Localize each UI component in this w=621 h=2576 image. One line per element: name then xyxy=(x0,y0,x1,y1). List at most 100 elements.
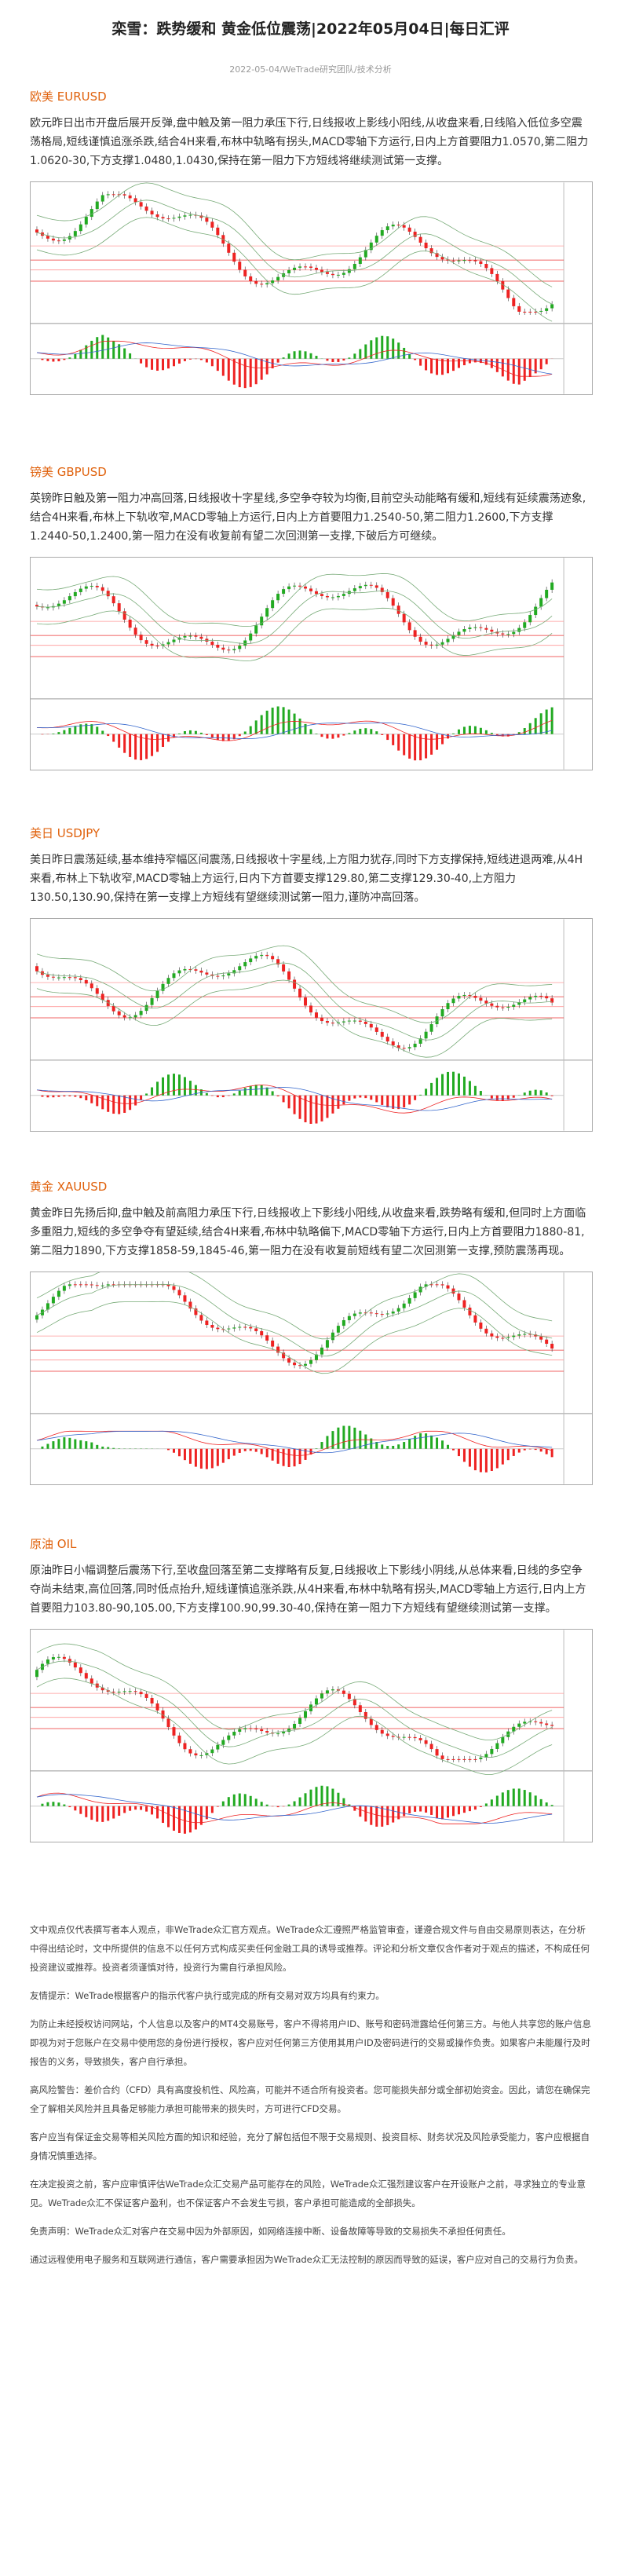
hist xyxy=(337,1427,340,1449)
candle xyxy=(172,1286,176,1290)
hist xyxy=(392,1445,395,1449)
candle xyxy=(331,1332,334,1341)
hist xyxy=(436,1078,439,1096)
hist xyxy=(265,710,268,734)
hist xyxy=(232,1794,236,1806)
hist xyxy=(249,726,252,734)
hist xyxy=(227,358,230,381)
candle xyxy=(79,1667,82,1674)
hist xyxy=(282,357,285,359)
candle xyxy=(407,227,411,232)
hist xyxy=(468,726,471,734)
hist xyxy=(370,340,373,359)
candle xyxy=(304,1711,308,1718)
hist xyxy=(162,1077,165,1096)
title: 栾雪：跌势缓和 黄金低位震荡|2022年05月04日|每日汇评 xyxy=(111,20,510,38)
candle xyxy=(440,1284,444,1286)
hist xyxy=(188,358,192,360)
candle xyxy=(418,1286,422,1293)
candle xyxy=(210,641,214,646)
candle xyxy=(84,586,88,589)
candle xyxy=(506,1006,510,1008)
hist xyxy=(528,1448,532,1450)
hist xyxy=(337,1792,340,1806)
band xyxy=(36,962,553,1041)
candle xyxy=(528,1334,532,1335)
candle xyxy=(517,1723,521,1727)
hist xyxy=(276,358,279,363)
candle xyxy=(435,1749,439,1756)
candle xyxy=(347,1693,351,1700)
hist xyxy=(112,734,115,742)
candle xyxy=(199,636,203,639)
candle xyxy=(73,1662,77,1668)
candle xyxy=(106,1000,110,1006)
candle xyxy=(320,1347,323,1355)
candle xyxy=(166,218,170,220)
hist xyxy=(309,353,312,359)
hist xyxy=(386,1095,389,1107)
candle xyxy=(122,1015,126,1018)
hist xyxy=(468,1081,471,1096)
candle xyxy=(385,1313,389,1315)
hist xyxy=(490,1799,493,1806)
hist xyxy=(107,1806,110,1821)
candle xyxy=(435,1284,439,1286)
candle xyxy=(172,639,176,642)
candle xyxy=(177,1735,181,1744)
candle xyxy=(57,603,60,606)
candle xyxy=(188,1301,192,1309)
candle xyxy=(35,229,38,233)
hist xyxy=(112,340,115,359)
hist xyxy=(46,1802,49,1806)
candle xyxy=(271,956,275,960)
candle xyxy=(336,274,340,276)
candle xyxy=(490,268,494,274)
hist xyxy=(414,1436,417,1449)
hist xyxy=(90,1095,93,1103)
band xyxy=(36,573,553,628)
hist xyxy=(265,358,268,375)
candle xyxy=(276,276,280,281)
candle xyxy=(358,257,362,265)
hist xyxy=(172,1074,175,1096)
candle xyxy=(144,640,148,644)
hist xyxy=(216,358,219,371)
hist xyxy=(304,723,307,734)
hist xyxy=(436,1437,439,1449)
candle xyxy=(161,644,165,646)
section-heading: 欧美 EURUSD xyxy=(30,90,107,104)
hist xyxy=(260,358,263,380)
hist xyxy=(512,1095,515,1098)
candle xyxy=(254,1328,258,1331)
hist xyxy=(425,1806,428,1813)
hist xyxy=(140,1095,143,1100)
candle xyxy=(342,1021,345,1023)
candle xyxy=(418,236,422,243)
candle xyxy=(429,644,433,646)
hist xyxy=(523,1790,526,1806)
hist xyxy=(167,1806,170,1828)
hist xyxy=(441,734,444,745)
candle xyxy=(512,298,516,306)
candle xyxy=(429,248,433,254)
hist xyxy=(348,357,351,359)
hist xyxy=(326,1786,329,1806)
hist xyxy=(205,734,208,736)
hist xyxy=(309,1789,312,1806)
candle xyxy=(534,1334,538,1337)
section-heading: 镑美 GBPUSD xyxy=(30,465,107,479)
candle xyxy=(440,1008,444,1017)
hist xyxy=(523,1092,526,1096)
hist xyxy=(249,1795,252,1806)
hist xyxy=(123,1806,126,1813)
hist xyxy=(46,1095,49,1098)
hist xyxy=(528,723,532,734)
hist xyxy=(348,1095,351,1101)
hist xyxy=(414,1806,417,1812)
hist xyxy=(41,1803,44,1806)
candle xyxy=(380,230,384,236)
hist xyxy=(479,1448,482,1473)
candle xyxy=(122,611,126,620)
hist xyxy=(52,1095,55,1098)
